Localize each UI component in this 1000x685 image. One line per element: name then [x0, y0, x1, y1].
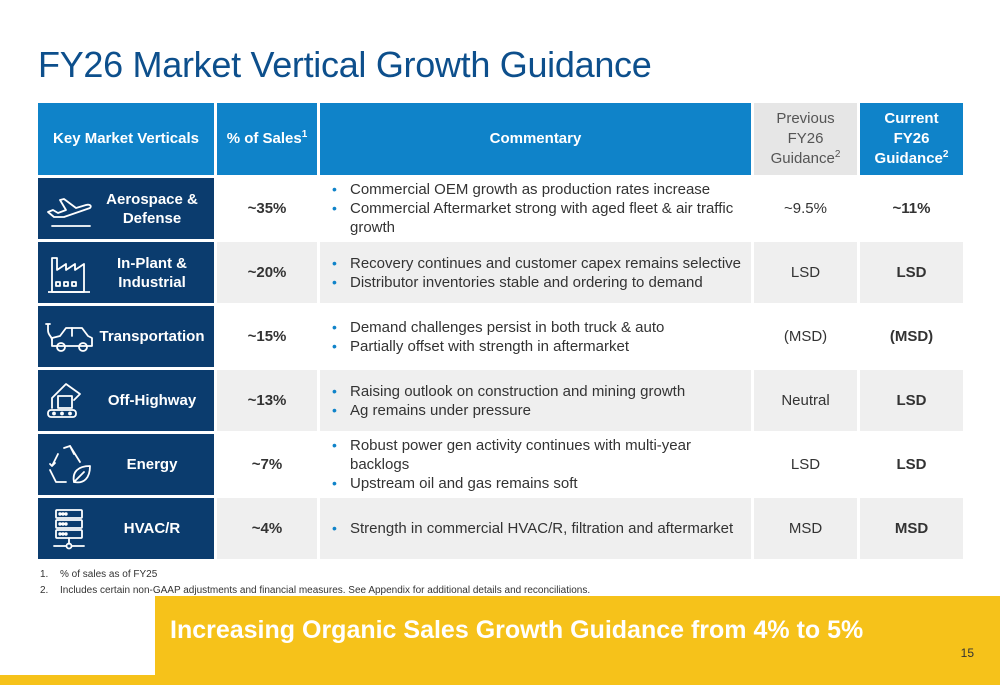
current-guidance: LSD: [860, 242, 963, 303]
slide-title: FY26 Market Vertical Growth Guidance: [38, 44, 652, 85]
previous-guidance: MSD: [754, 498, 857, 559]
vertical-cell: HVAC/R: [38, 498, 214, 559]
previous-guidance: (MSD): [783, 328, 828, 345]
commentary-cell: Raising outlook on construction and mini…: [320, 370, 751, 431]
footnotes: 1.% of sales as of FY25 2. Includes certa…: [40, 567, 590, 599]
sales-pct: ~35%: [247, 200, 287, 217]
sales-pct: ~4%: [217, 498, 317, 559]
factory-icon: [42, 249, 98, 297]
vertical-label: Aerospace & Defense: [106, 190, 198, 227]
vertical-label: HVAC/R: [123, 520, 181, 537]
vertical-cell: Off-Highway: [38, 370, 214, 431]
previous-guidance: LSD: [754, 242, 857, 303]
previous-guidance: LSD: [790, 456, 821, 473]
header-previous-guidance: Previous FY26 Guidance2: [754, 103, 857, 175]
current-guidance: ~11%: [892, 200, 931, 217]
vertical-cell: Aerospace & Defense: [38, 178, 214, 239]
table-row: HVAC/R ~4% Strength in commercial HVAC/R…: [38, 498, 963, 559]
commentary-bullet: Raising outlook on construction and mini…: [328, 382, 751, 401]
previous-guidance: Neutral: [754, 370, 857, 431]
header-sales: % of Sales1: [217, 103, 317, 175]
commentary-bullet: Ag remains under pressure: [328, 401, 751, 420]
vertical-cell: Transportation: [38, 306, 214, 367]
table-row: Energy ~7% Robust power gen activity con…: [38, 434, 963, 495]
current-guidance: LSD: [896, 456, 927, 473]
commentary-bullet: Robust power gen activity continues with…: [328, 436, 751, 474]
table-row: Off-Highway ~13% Raising outlook on cons…: [38, 370, 963, 431]
server-icon: [42, 505, 98, 553]
airplane-icon: [42, 185, 98, 233]
banner-notch: [0, 596, 155, 675]
sales-pct: ~7%: [251, 456, 283, 473]
footnote: 2. Includes certain non-GAAP adjustments …: [40, 585, 591, 596]
commentary-bullet: Commercial Aftermarket strong with aged …: [328, 199, 751, 237]
commentary-bullet: Demand challenges persist in both truck …: [328, 318, 751, 337]
current-guidance: MSD: [860, 498, 963, 559]
commentary-bullet: Upstream oil and gas remains soft: [328, 474, 751, 493]
current-guidance: LSD: [860, 370, 963, 431]
header-row: Key Market Verticals % of Sales1 Comment…: [38, 103, 963, 175]
commentary-bullet: Distributor inventories stable and order…: [328, 273, 751, 292]
previous-guidance: ~9.5%: [784, 200, 827, 217]
sales-pct: ~20%: [217, 242, 317, 303]
commentary-cell: Strength in commercial HVAC/R, filtratio…: [320, 498, 751, 559]
commentary-cell: Commercial OEM growth as production rate…: [320, 178, 751, 239]
excavator-icon: [42, 377, 98, 425]
vertical-cell: Energy: [38, 434, 214, 495]
commentary-cell: Demand challenges persist in both truck …: [320, 306, 751, 367]
vertical-label: Off-Highway: [107, 392, 197, 409]
table-row: In-Plant & Industrial ~20% Recovery cont…: [38, 242, 963, 303]
recycle-leaf-icon: [42, 441, 98, 489]
header-current-guidance: Current FY26 Guidance2: [860, 103, 963, 175]
vertical-label: In-Plant & Industrial: [117, 254, 187, 291]
commentary-bullet: Partially offset with strength in afterm…: [328, 337, 751, 356]
commentary-bullet: Strength in commercial HVAC/R, filtratio…: [328, 519, 751, 538]
header-commentary: Commentary: [320, 103, 751, 175]
commentary-bullet: Recovery continues and customer capex re…: [328, 254, 751, 273]
commentary-bullet: Commercial OEM growth as production rate…: [328, 180, 751, 199]
sales-pct: ~15%: [247, 328, 287, 345]
footnote: 1.% of sales as of FY25: [40, 569, 158, 580]
vertical-cell: In-Plant & Industrial: [38, 242, 214, 303]
table-row: Aerospace & Defense ~35% Commercial OEM …: [38, 178, 963, 239]
vertical-label: Energy: [126, 456, 178, 473]
vertical-label: Transportation: [99, 328, 205, 345]
electric-car-icon: [42, 313, 98, 361]
header-verticals: Key Market Verticals: [38, 103, 214, 175]
commentary-cell: Robust power gen activity continues with…: [320, 434, 751, 495]
page-number: 15: [960, 646, 974, 660]
current-guidance: (MSD): [889, 328, 934, 345]
sales-pct: ~13%: [217, 370, 317, 431]
guidance-table: Key Market Verticals % of Sales1 Comment…: [35, 100, 966, 562]
banner-text: Increasing Organic Sales Growth Guidance…: [170, 616, 864, 644]
commentary-cell: Recovery continues and customer capex re…: [320, 242, 751, 303]
table-row: Transportation ~15% Demand challenges pe…: [38, 306, 963, 367]
highlight-banner: [155, 596, 1000, 675]
